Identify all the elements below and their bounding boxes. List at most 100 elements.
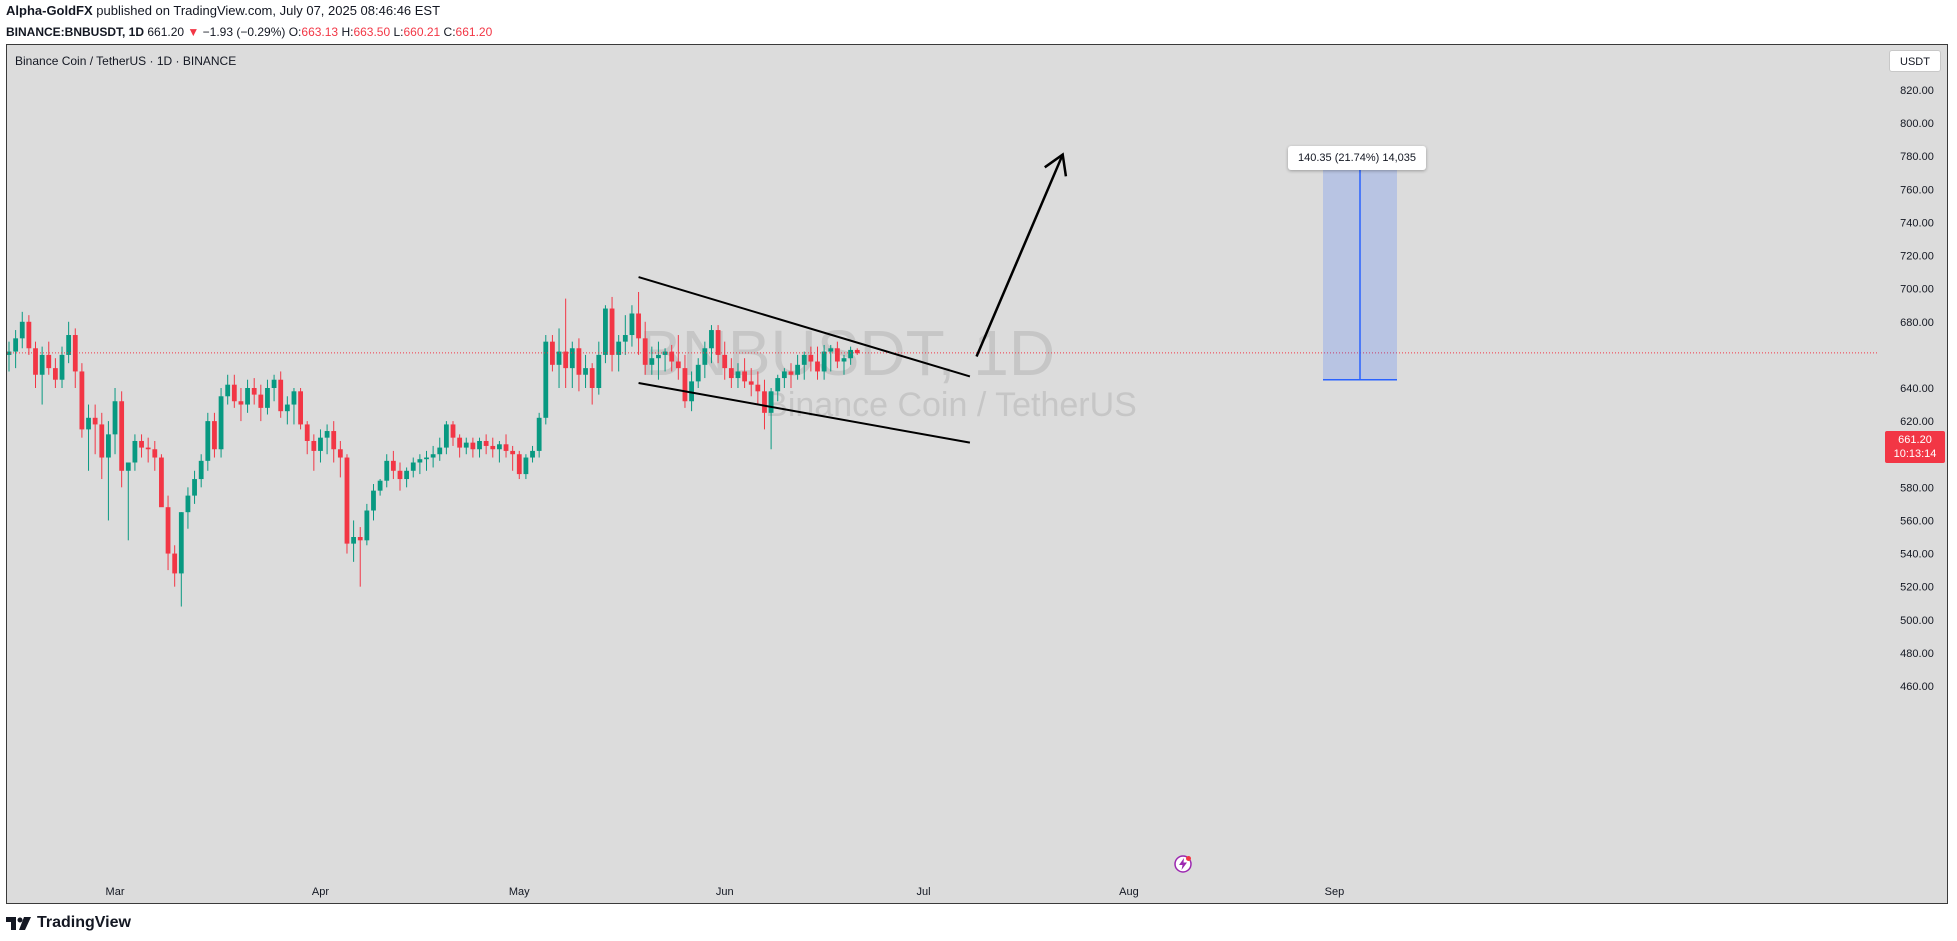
- candle: [622, 315, 628, 355]
- candle: [79, 363, 85, 438]
- candle: [59, 346, 65, 388]
- ohlc-line: BINANCE:BNBUSDT, 1D 661.20 ▼ −1.93 (−0.2…: [6, 24, 1946, 40]
- candle-body: [371, 490, 376, 511]
- price-tick-label: 700.00: [1900, 284, 1934, 296]
- channel-lower-line: [638, 382, 971, 444]
- candle-body: [530, 450, 535, 458]
- candle: [178, 512, 184, 607]
- chart-header: Alpha-GoldFX published on TradingView.co…: [6, 3, 1946, 40]
- candle: [722, 341, 728, 380]
- candle: [834, 341, 840, 369]
- candle: [748, 368, 754, 397]
- candle: [768, 388, 774, 450]
- candle: [682, 354, 688, 408]
- candle: [172, 545, 178, 587]
- candle: [52, 358, 58, 388]
- candle: [344, 454, 350, 554]
- candle-body: [417, 459, 423, 463]
- price-axis[interactable]: 820.00 800.00 780.00 760.00 740.00 720.00 700.…: [1900, 85, 1934, 693]
- candle: [13, 330, 19, 369]
- candle: [265, 379, 270, 415]
- candle-body: [503, 444, 509, 451]
- down-triangle-icon: ▼: [187, 25, 200, 39]
- candle: [125, 462, 131, 541]
- candle-body: [642, 338, 648, 365]
- candle: [477, 437, 482, 458]
- candle: [19, 311, 25, 349]
- symbol-label: BINANCE:BNBUSDT, 1D: [6, 25, 145, 39]
- candle-body: [284, 404, 290, 412]
- candle: [185, 487, 191, 529]
- candle-body: [172, 553, 178, 574]
- candle-body: [351, 537, 357, 544]
- candle-body: [304, 424, 310, 441]
- price-tick-label: 620.00: [1900, 416, 1934, 428]
- high-value: 663.50: [353, 25, 391, 39]
- candle: [364, 503, 370, 546]
- candle: [496, 440, 502, 463]
- candle-body: [709, 330, 714, 349]
- candle-body: [291, 391, 297, 405]
- candle: [212, 412, 217, 458]
- candle: [470, 437, 476, 458]
- candle: [245, 379, 250, 413]
- candle-body: [278, 379, 284, 412]
- candle-body: [112, 401, 118, 435]
- candle-body: [66, 335, 72, 355]
- candle: [437, 437, 443, 461]
- candle-body: [609, 308, 615, 355]
- time-tick-label: Apr: [312, 886, 329, 898]
- candle: [775, 374, 781, 402]
- candle-body: [344, 457, 350, 544]
- watermark-name: Binance Coin / TetherUS: [765, 386, 1137, 424]
- candle: [192, 470, 197, 504]
- candle-body: [629, 313, 635, 336]
- candle: [596, 341, 602, 395]
- candle: [331, 421, 337, 463]
- candle: [397, 462, 403, 491]
- candle: [7, 341, 12, 372]
- candle: [258, 384, 264, 422]
- candle-body: [483, 440, 489, 446]
- chart-canvas[interactable]: BNBUSDT, 1D Binance Coin / TetherUS 820.…: [7, 45, 1947, 903]
- candle: [424, 450, 429, 471]
- candle: [821, 344, 827, 380]
- candle: [556, 328, 562, 388]
- candle: [218, 388, 224, 458]
- candle-body: [430, 454, 436, 458]
- candle: [636, 291, 641, 355]
- time-axis[interactable]: Mar Apr May Jun Jul Aug Sep: [106, 886, 1345, 898]
- price-tick-label: 640.00: [1900, 383, 1934, 395]
- candle-body: [59, 354, 65, 380]
- candle-body: [377, 480, 383, 491]
- candle: [457, 434, 463, 458]
- price-tick-label: 760.00: [1900, 184, 1934, 196]
- candle: [318, 429, 323, 463]
- candle-body: [125, 462, 131, 471]
- candle: [642, 321, 648, 375]
- lightning-icon[interactable]: [1173, 854, 1193, 874]
- candle: [46, 341, 52, 375]
- candle: [801, 351, 807, 380]
- candle-body: [298, 391, 303, 425]
- time-tick-label: Mar: [106, 886, 125, 898]
- candle-body: [92, 417, 98, 425]
- candle: [788, 363, 794, 388]
- price-tick-label: 460.00: [1900, 681, 1934, 693]
- currency-button[interactable]: USDT: [1889, 50, 1941, 72]
- author-name[interactable]: Alpha-GoldFX: [6, 3, 93, 18]
- tradingview-logo[interactable]: TradingView: [6, 913, 131, 933]
- price-tick-label: 520.00: [1900, 582, 1934, 594]
- chart-area[interactable]: BNBUSDT, 1D Binance Coin / TetherUS 820.…: [6, 44, 1948, 904]
- candle-body: [841, 358, 847, 362]
- candle: [92, 404, 98, 455]
- candle-body: [364, 510, 370, 541]
- candle-body: [318, 437, 323, 451]
- candle-body: [649, 358, 655, 365]
- price-tick-label: 800.00: [1900, 118, 1934, 130]
- candle-body: [251, 388, 257, 395]
- candle-body: [192, 479, 197, 496]
- candle-body: [424, 457, 429, 460]
- candle: [291, 388, 297, 425]
- candle-body: [755, 384, 761, 392]
